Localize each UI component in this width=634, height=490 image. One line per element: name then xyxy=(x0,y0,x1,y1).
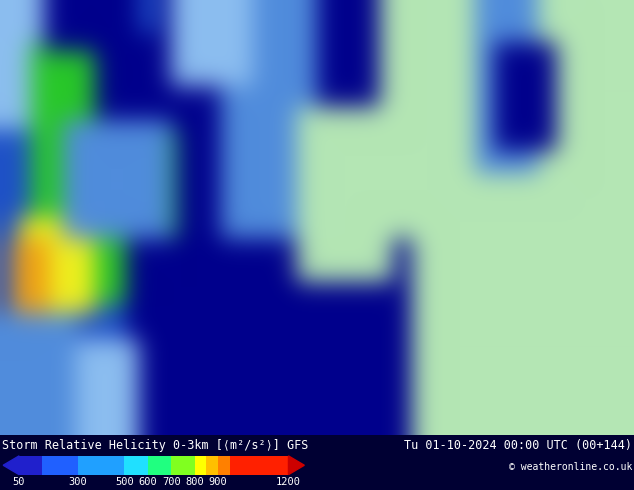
Bar xyxy=(218,456,230,475)
Text: 500: 500 xyxy=(115,477,134,487)
FancyArrow shape xyxy=(3,456,19,475)
Text: © weatheronline.co.uk: © weatheronline.co.uk xyxy=(508,462,632,472)
Text: 700: 700 xyxy=(162,477,181,487)
Text: 300: 300 xyxy=(68,477,87,487)
Bar xyxy=(42,456,77,475)
Text: 900: 900 xyxy=(209,477,228,487)
Text: Tu 01-10-2024 00:00 UTC (00+144): Tu 01-10-2024 00:00 UTC (00+144) xyxy=(404,440,632,452)
Bar xyxy=(19,456,42,475)
Text: 600: 600 xyxy=(138,477,157,487)
Bar xyxy=(124,456,148,475)
Text: 50: 50 xyxy=(13,477,25,487)
Bar xyxy=(230,456,288,475)
Bar xyxy=(195,456,207,475)
Bar xyxy=(148,456,171,475)
Bar xyxy=(171,456,195,475)
Text: 1200: 1200 xyxy=(276,477,301,487)
Text: 800: 800 xyxy=(185,477,204,487)
Bar xyxy=(77,456,124,475)
FancyArrow shape xyxy=(288,456,304,475)
Bar xyxy=(207,456,218,475)
Text: Storm Relative Helicity 0-3km [⟨m²/s²⟩] GFS: Storm Relative Helicity 0-3km [⟨m²/s²⟩] … xyxy=(2,440,308,452)
